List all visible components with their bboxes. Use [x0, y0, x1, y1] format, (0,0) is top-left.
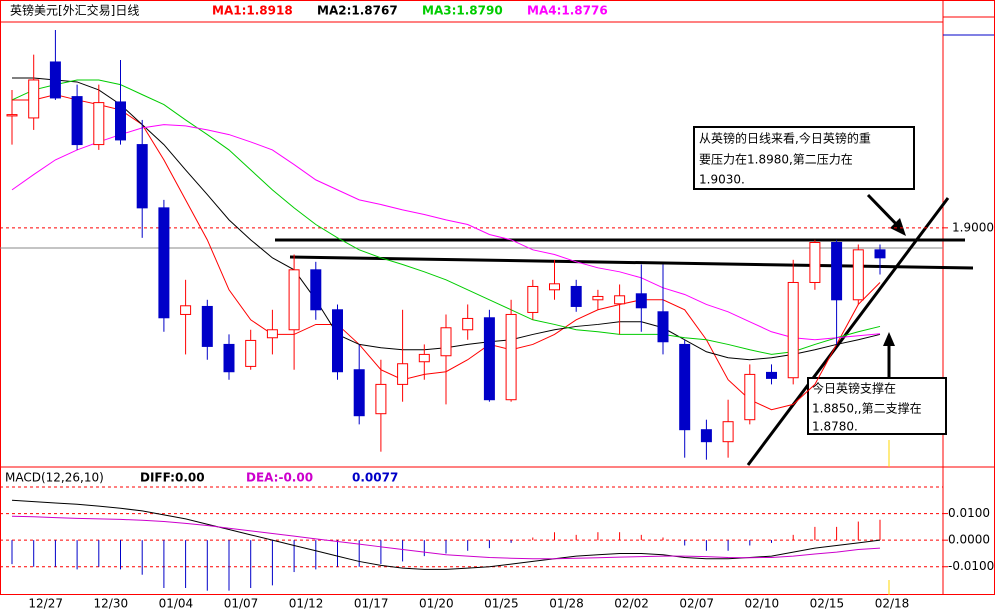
candle-body — [527, 285, 539, 313]
legend-entry: MA3:1.8790 — [422, 4, 503, 18]
trend-line — [746, 197, 950, 466]
x-tick-label: 01/28 — [549, 597, 584, 611]
candle-body — [700, 429, 712, 443]
candle-body — [874, 249, 886, 259]
legend-entry: 0.0077 — [352, 471, 398, 485]
candle-body — [201, 305, 213, 347]
annotation: 从英镑的日线来看,今日英镑的重 — [699, 131, 871, 146]
x-tick-label: 02/15 — [810, 597, 845, 611]
candle-body — [49, 61, 61, 99]
candle-body — [635, 293, 647, 309]
candle-body — [440, 327, 452, 357]
annotation: 1.8780. — [812, 420, 858, 434]
frame — [0, 0, 995, 595]
x-tick-label: 12/27 — [28, 597, 63, 611]
x-tick-label: 01/12 — [289, 597, 324, 611]
candle-body — [180, 305, 192, 315]
candle-body — [505, 313, 517, 401]
candle-body — [418, 353, 430, 363]
candle-body — [744, 373, 756, 421]
x-tick-label: 02/10 — [745, 597, 780, 611]
candle-body — [310, 269, 322, 311]
candle-body — [332, 309, 343, 373]
candle-body — [766, 371, 777, 379]
legend-entry: DEA:-0.00 — [246, 471, 313, 485]
arrow-head — [883, 332, 895, 346]
legend-entry: DIFF:0.00 — [140, 471, 205, 485]
candle-body — [28, 79, 40, 119]
candle-body — [397, 363, 409, 385]
annotation: 今日英镑支撑在 — [812, 381, 896, 396]
y-tick-label: 1.9000 — [952, 220, 994, 234]
candle-body — [288, 269, 300, 331]
candle-body — [71, 96, 83, 146]
candle-body — [6, 114, 18, 117]
candle-body — [266, 329, 278, 339]
candle-body — [483, 317, 495, 401]
annotation-box — [807, 377, 947, 435]
candle-body — [136, 144, 148, 209]
candle-body — [375, 383, 387, 415]
y-tick-label: -0.0100 — [948, 559, 994, 573]
candle-body — [679, 343, 691, 431]
x-tick-label: 02/07 — [679, 597, 714, 611]
annotation: 1.8850,,第二支撑在 — [812, 401, 922, 416]
candle-body — [852, 249, 864, 301]
x-tick-label: 01/17 — [354, 597, 389, 611]
candle-body — [831, 242, 843, 301]
x-tick-label: 02/02 — [614, 597, 649, 611]
legend-entry: MA4:1.8776 — [527, 4, 608, 18]
candle-body — [115, 101, 126, 141]
y-tick-label: 0.0100 — [948, 506, 990, 520]
candle-body — [722, 421, 734, 443]
annotation-box — [693, 126, 915, 190]
series-line — [11, 515, 881, 560]
chart-title: 英镑美元[外汇交易]日线 — [10, 3, 139, 18]
x-tick-label: 01/04 — [159, 597, 194, 611]
candle-body — [158, 207, 170, 319]
x-tick-label: 02/18 — [875, 597, 910, 611]
arrow-head — [890, 218, 906, 236]
x-tick-label: 12/30 — [94, 597, 129, 611]
candle-body — [353, 369, 365, 417]
candle-body — [614, 295, 626, 305]
legend-entry: MA1:1.8918 — [212, 4, 293, 18]
candle-body — [549, 283, 560, 291]
macd-title: MACD(12,26,10) — [5, 471, 104, 485]
annotation: 要压力在1.8980,第二压力在 — [699, 153, 853, 167]
y-tick-label: 0.0000 — [948, 533, 990, 547]
series-line — [11, 499, 881, 570]
candle-body — [787, 281, 799, 379]
candle-body — [462, 317, 474, 331]
candle-body — [570, 285, 582, 307]
x-tick-label: 01/25 — [484, 597, 519, 611]
series-line — [11, 124, 881, 341]
candle-body — [93, 102, 105, 146]
annotation: 1.9030. — [699, 173, 745, 187]
candle-body — [657, 311, 669, 343]
series-line — [11, 79, 881, 355]
x-tick-label: 01/20 — [419, 597, 454, 611]
arrow — [866, 193, 902, 230]
candle-body — [223, 343, 235, 373]
x-tick-label: 01/07 — [224, 597, 259, 611]
legend-entry: MA2:1.8767 — [317, 4, 398, 18]
candle-body — [592, 295, 604, 301]
candle-body — [809, 242, 821, 283]
candle-body — [245, 339, 257, 367]
